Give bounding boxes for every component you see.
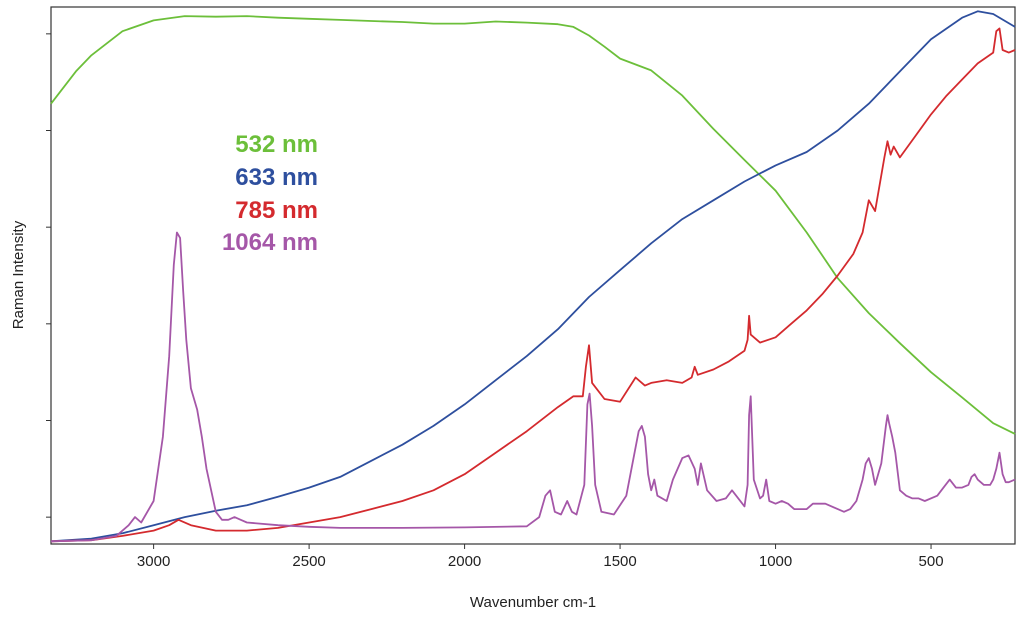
legend-label-1064: 1064 nm <box>222 229 318 256</box>
y-axis-ticks <box>46 33 51 518</box>
x-tick-label: 2000 <box>448 553 481 570</box>
legend-label-633: 633 nm <box>235 164 318 191</box>
series-line-633-nm <box>50 10 1016 543</box>
series-line-785-nm <box>50 27 1016 543</box>
y-axis-title: Raman Intensity <box>10 220 27 329</box>
x-tick-label: 1000 <box>759 553 792 570</box>
x-axis-title: Wavenumber cm-1 <box>470 594 596 611</box>
legend-label-785: 785 nm <box>235 197 318 224</box>
plot-frame <box>50 6 1016 545</box>
series-layer <box>50 10 1016 543</box>
legend-label-532: 532 nm <box>235 131 318 158</box>
series-line-1064-nm <box>50 231 1016 543</box>
x-tick-label: 2500 <box>292 553 325 570</box>
series-line-532-nm <box>50 15 1016 435</box>
legend: 532 nm 633 nm 785 nm 1064 nm <box>222 131 318 256</box>
x-axis-ticks: 3000 2500 2000 1500 1000 500 <box>137 544 944 570</box>
x-tick-label: 3000 <box>137 553 170 570</box>
x-tick-label: 1500 <box>603 553 636 570</box>
x-tick-label: 500 <box>919 553 944 570</box>
